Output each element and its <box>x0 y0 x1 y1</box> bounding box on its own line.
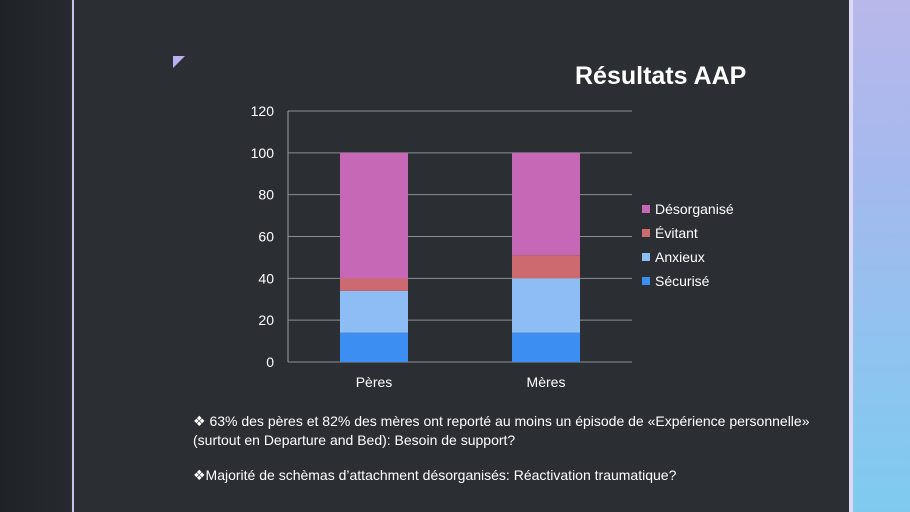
bar-segment <box>340 332 408 362</box>
legend-label: Désorganisé <box>655 201 734 217</box>
y-tick-label: 100 <box>251 145 275 161</box>
bullet-list: ❖ 63% des pères et 82% des mères ont rep… <box>193 412 833 485</box>
slide-title: Résultats AAP <box>575 62 747 90</box>
y-tick-label: 60 <box>258 229 274 245</box>
bar-segment <box>512 332 580 362</box>
y-tick-label: 20 <box>258 312 274 328</box>
legend-label: Évitant <box>655 225 698 241</box>
y-tick-label: 120 <box>251 103 275 119</box>
right-decoration <box>849 0 910 512</box>
y-tick-label: 80 <box>258 187 274 203</box>
legend-swatch <box>642 277 650 285</box>
bar-segment <box>512 278 580 333</box>
bar-segment <box>340 278 408 291</box>
bar-segment <box>512 152 580 256</box>
bullet-2: ❖Majorité de schèmas d’attachment désorg… <box>193 467 677 483</box>
bar-segment <box>340 152 408 279</box>
x-tick-label: Pères <box>356 374 393 390</box>
legend-label: Anxieux <box>655 249 705 265</box>
x-tick-label: Mères <box>527 374 566 390</box>
legend-swatch <box>642 229 650 237</box>
slide-background <box>74 0 849 512</box>
bullet-1: ❖ 63% des pères et 82% des mères ont rep… <box>193 413 810 448</box>
bar-segment <box>340 290 408 333</box>
legend-swatch <box>642 205 650 213</box>
bar-segment <box>512 255 580 279</box>
y-tick-label: 0 <box>266 354 274 370</box>
legend-swatch <box>642 253 650 261</box>
left-rule <box>72 0 74 512</box>
corner-triangle-icon <box>173 56 185 68</box>
legend-label: Sécurisé <box>655 273 710 289</box>
y-tick-label: 40 <box>258 270 274 286</box>
left-band <box>0 0 70 512</box>
